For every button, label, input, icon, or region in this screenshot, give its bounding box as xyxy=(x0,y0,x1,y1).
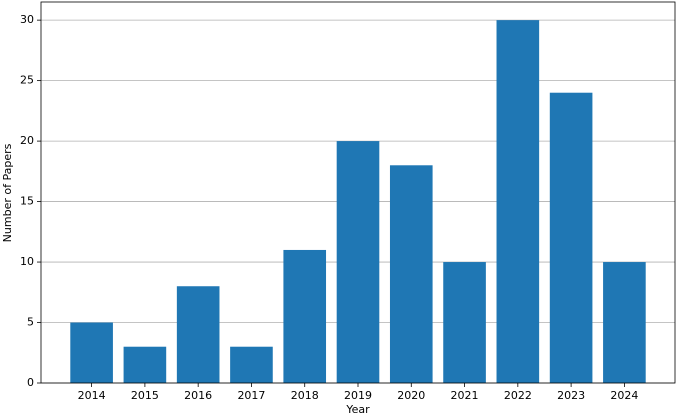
x-tick-label: 2021 xyxy=(451,389,479,402)
y-tick-label: 20 xyxy=(20,134,34,147)
x-axis-label: Year xyxy=(345,403,370,416)
x-tick-label: 2016 xyxy=(184,389,212,402)
bar xyxy=(549,92,593,383)
x-tick-label: 2022 xyxy=(504,389,532,402)
bar xyxy=(70,322,113,383)
y-axis-label: Number of Papers xyxy=(1,143,14,242)
y-tick-label: 30 xyxy=(20,13,34,26)
y-tick-label: 25 xyxy=(20,74,34,87)
y-tick-label: 10 xyxy=(20,255,34,268)
x-tick-label: 2019 xyxy=(344,389,372,402)
y-tick-label: 15 xyxy=(20,195,34,208)
bar xyxy=(283,249,327,383)
x-tick-label: 2023 xyxy=(557,389,585,402)
bar xyxy=(230,346,273,383)
bar xyxy=(176,286,220,383)
x-tick-label: 2020 xyxy=(397,389,425,402)
x-tick-label: 2018 xyxy=(291,389,319,402)
y-tick-label: 5 xyxy=(27,316,34,329)
bar xyxy=(336,141,380,383)
x-tick-label: 2024 xyxy=(610,389,638,402)
bar xyxy=(603,262,646,383)
bar xyxy=(389,165,433,383)
bar xyxy=(443,262,486,383)
plot-frame xyxy=(40,1,676,384)
x-tick-label: 2014 xyxy=(78,389,106,402)
y-tick-label: 0 xyxy=(27,376,34,389)
x-tick-label: 2017 xyxy=(237,389,265,402)
x-tick-label: 2015 xyxy=(131,389,159,402)
bar xyxy=(123,346,167,383)
bar xyxy=(496,20,540,384)
